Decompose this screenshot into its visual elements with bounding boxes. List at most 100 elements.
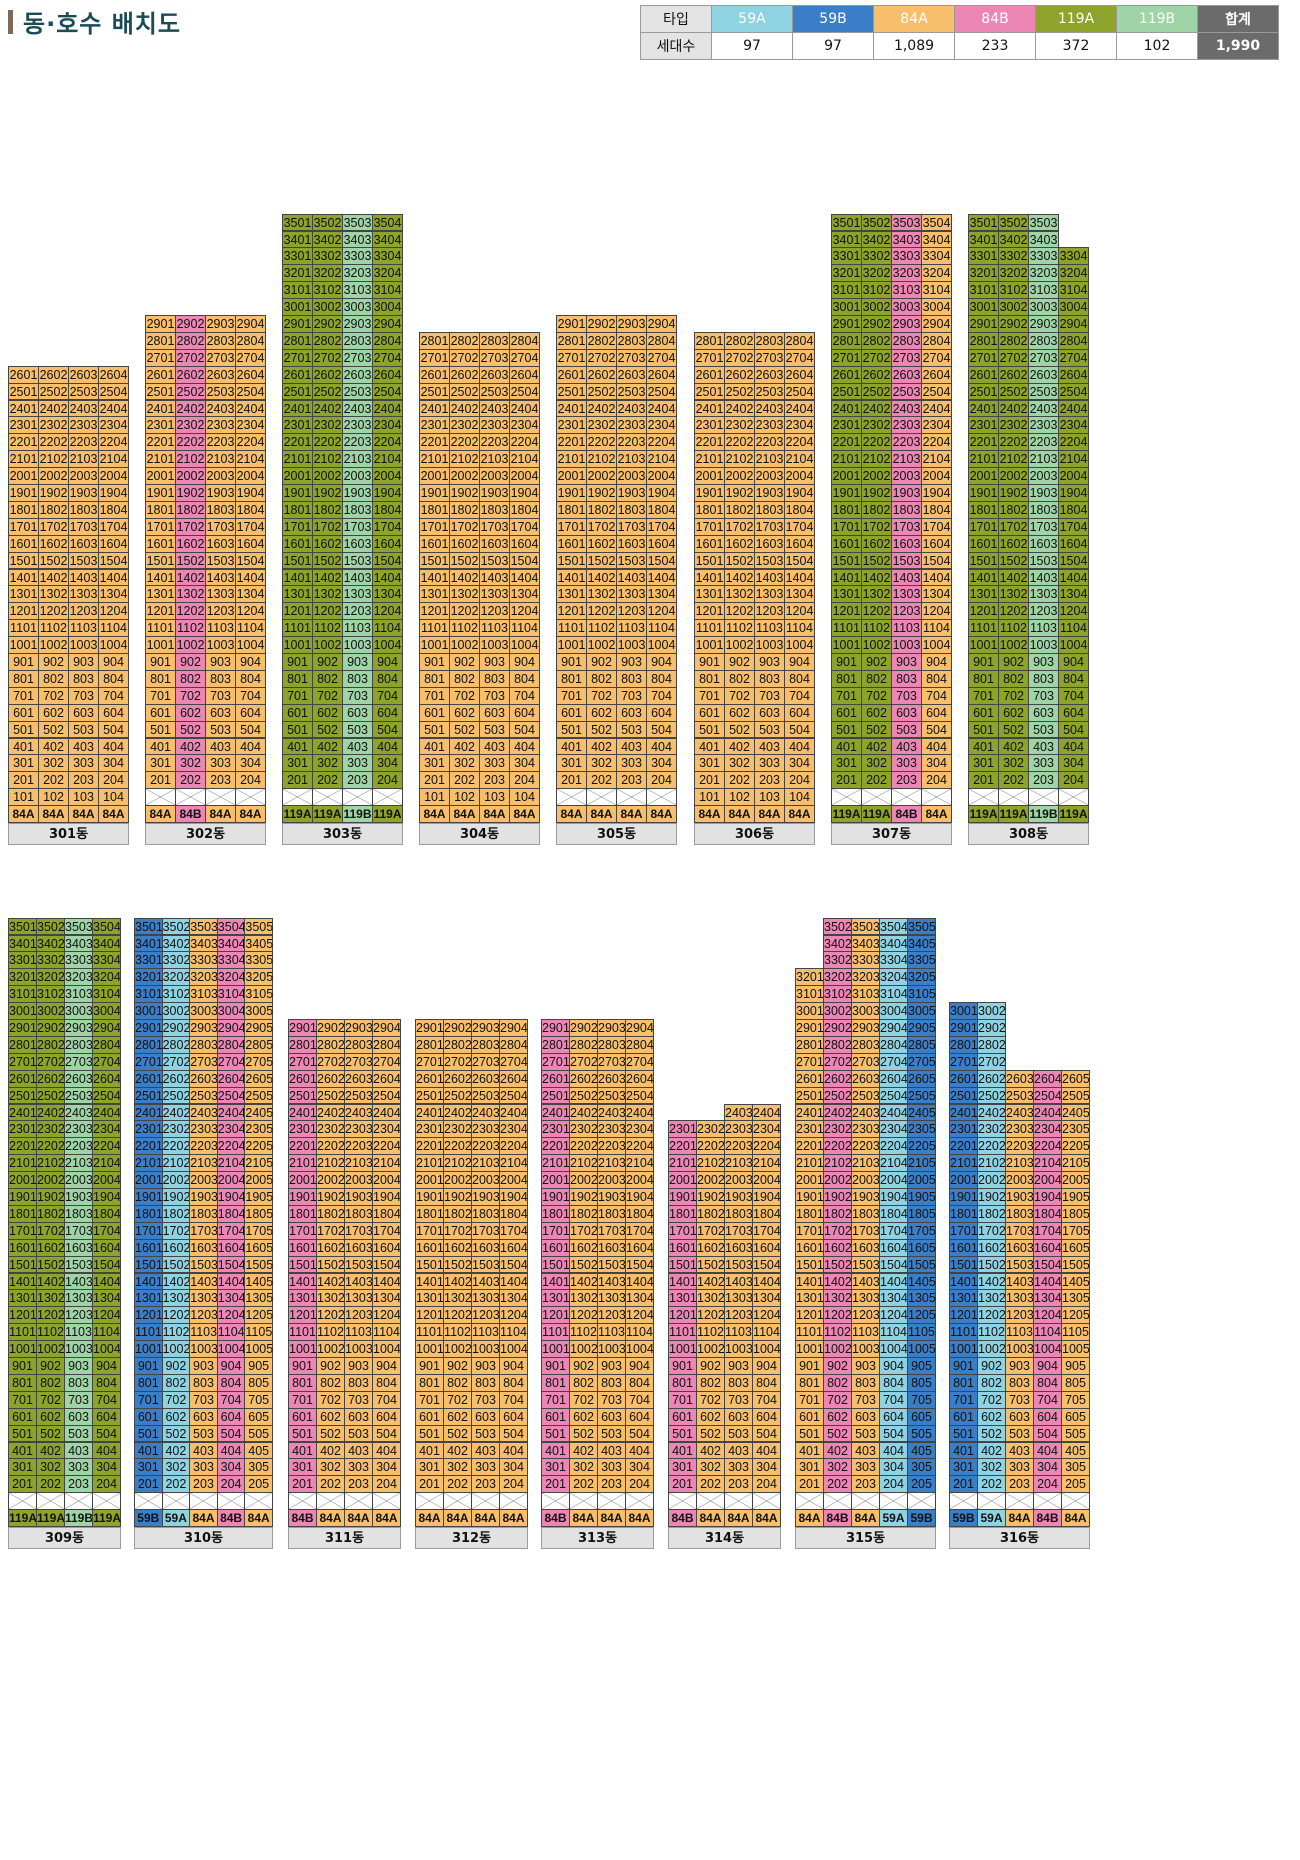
- unit-cell: 2803: [479, 331, 510, 350]
- unit-cell: 301: [145, 754, 176, 773]
- unit-cell: 1203: [754, 602, 785, 621]
- unit-type-cell: 119A: [8, 1509, 38, 1527]
- unit-cell: 1502: [312, 551, 343, 570]
- unit-cell: 2404: [1058, 399, 1089, 418]
- unit-cell: 1203: [471, 1306, 500, 1325]
- unit-cell: 201: [134, 1475, 163, 1494]
- unit-cell: 502: [316, 1424, 345, 1443]
- unit-cell: 1902: [161, 1188, 191, 1206]
- unit-cell: 1201: [541, 1306, 570, 1325]
- unit-cell: 1204: [921, 602, 952, 621]
- unit-cell: 2803: [754, 331, 785, 350]
- unit-cell: 402: [724, 737, 755, 756]
- unit-cell: 3401: [134, 934, 163, 953]
- unit-cell: 1004: [92, 1340, 121, 1358]
- unit-cell: 1801: [134, 1204, 163, 1223]
- unit-cell: 2705: [907, 1052, 936, 1071]
- unit-cell: 1601: [145, 534, 176, 553]
- unit-cell: 1202: [823, 1306, 852, 1325]
- unit-cell: 203: [851, 1475, 880, 1494]
- unit-cell: 1905: [907, 1188, 936, 1206]
- unit-cell: 3401: [968, 230, 999, 249]
- unit-cell: 2603: [1005, 1069, 1034, 1088]
- unit-cell: 1302: [724, 585, 755, 604]
- unit-cell: 1202: [977, 1306, 1006, 1325]
- unit-cell: 701: [282, 686, 313, 705]
- unit-cell: 1901: [415, 1188, 444, 1206]
- unit-cell: 1103: [754, 619, 785, 638]
- unit-cell: 3104: [92, 985, 121, 1004]
- unit-cell: 1402: [586, 568, 617, 587]
- unit-cell: 2802: [977, 1035, 1006, 1054]
- unit-cell: 1904: [372, 1188, 401, 1206]
- unit-cell: 2505: [1061, 1086, 1090, 1105]
- unit-cell: 1202: [312, 602, 343, 621]
- unit-cell: 1104: [499, 1323, 528, 1342]
- unit-cell: 2202: [316, 1137, 345, 1156]
- unit-cell: 2304: [1058, 416, 1089, 435]
- unit-cell: 2801: [288, 1035, 317, 1054]
- unit-cell: 202: [316, 1475, 345, 1494]
- unit-cell: 503: [724, 1424, 753, 1443]
- unit-cell: 802: [175, 669, 206, 688]
- unit-cell: 1302: [977, 1289, 1006, 1308]
- unit-cell: 3001: [8, 1002, 37, 1020]
- unit-cell: 3504: [92, 917, 121, 936]
- unit-cell: 2801: [419, 331, 450, 350]
- unit-cell: 2303: [205, 416, 236, 435]
- unit-cell: 2102: [36, 1154, 65, 1173]
- unit-cell: 3201: [8, 968, 37, 987]
- unit-cell: 303: [479, 754, 510, 773]
- unit-cell: 1401: [968, 568, 999, 587]
- unit-cell: 2001: [795, 1171, 824, 1189]
- unit-cell: 1201: [282, 602, 313, 621]
- unit-cell: 2401: [694, 399, 725, 418]
- unit-cell: 2604: [784, 365, 815, 384]
- unit-cell: 203: [616, 771, 647, 790]
- unit-cell: 2403: [342, 399, 373, 418]
- unit-cell: 703: [616, 686, 647, 705]
- unit-cell: 201: [668, 1475, 697, 1494]
- unit-cell: 1303: [724, 1289, 753, 1308]
- unit-cell: 2302: [316, 1120, 345, 1139]
- unit-cell: 104: [509, 788, 540, 807]
- unit-cell: 1102: [443, 1323, 472, 1342]
- piloti-cell: [92, 1492, 121, 1511]
- unit-cell: 1802: [38, 500, 69, 519]
- unit-cell: 504: [372, 720, 403, 739]
- unit-cell: 504: [625, 1424, 654, 1443]
- unit-cell: 2004: [372, 467, 403, 485]
- unit-cell: 901: [282, 653, 313, 671]
- unit-cell: 3002: [823, 1002, 852, 1020]
- unit-cell: 1202: [569, 1306, 598, 1325]
- piloti-cell: [189, 1492, 218, 1511]
- unit-cell: 1003: [68, 636, 99, 654]
- unit-cell: 104: [98, 788, 129, 807]
- unit-cell: 2703: [479, 348, 510, 367]
- unit-cell: 201: [282, 771, 313, 790]
- unit-cell: 2603: [597, 1069, 626, 1088]
- unit-cell: 2602: [449, 365, 480, 384]
- unit-cell: 1602: [312, 534, 343, 553]
- unit-cell: 403: [1028, 737, 1059, 756]
- unit-cell: 1404: [784, 568, 815, 587]
- unit-cell: 1405: [244, 1272, 274, 1291]
- unit-cell: 1404: [216, 1272, 246, 1291]
- unit-cell: 703: [205, 686, 236, 705]
- unit-cell: 1002: [586, 636, 617, 654]
- unit-cell: 2603: [205, 365, 236, 384]
- unit-cell: 1505: [244, 1255, 274, 1274]
- unit-cell: 2604: [372, 1069, 401, 1088]
- unit-cell: 1601: [288, 1238, 317, 1257]
- unit-cell: 2004: [1033, 1171, 1062, 1189]
- unit-cell: 2302: [998, 416, 1029, 435]
- unit-cell: 304: [625, 1458, 654, 1477]
- unit-cell: 304: [752, 1458, 781, 1477]
- unit-cell: 2903: [205, 315, 236, 333]
- unit-cell: 1703: [597, 1221, 626, 1240]
- unit-cell: 603: [724, 1407, 753, 1426]
- unit-cell: 1804: [372, 500, 403, 519]
- unit-cell: 1502: [175, 551, 206, 570]
- unit-cell: 2101: [145, 450, 176, 469]
- page-title-block: 동·호수 배치도: [8, 4, 181, 39]
